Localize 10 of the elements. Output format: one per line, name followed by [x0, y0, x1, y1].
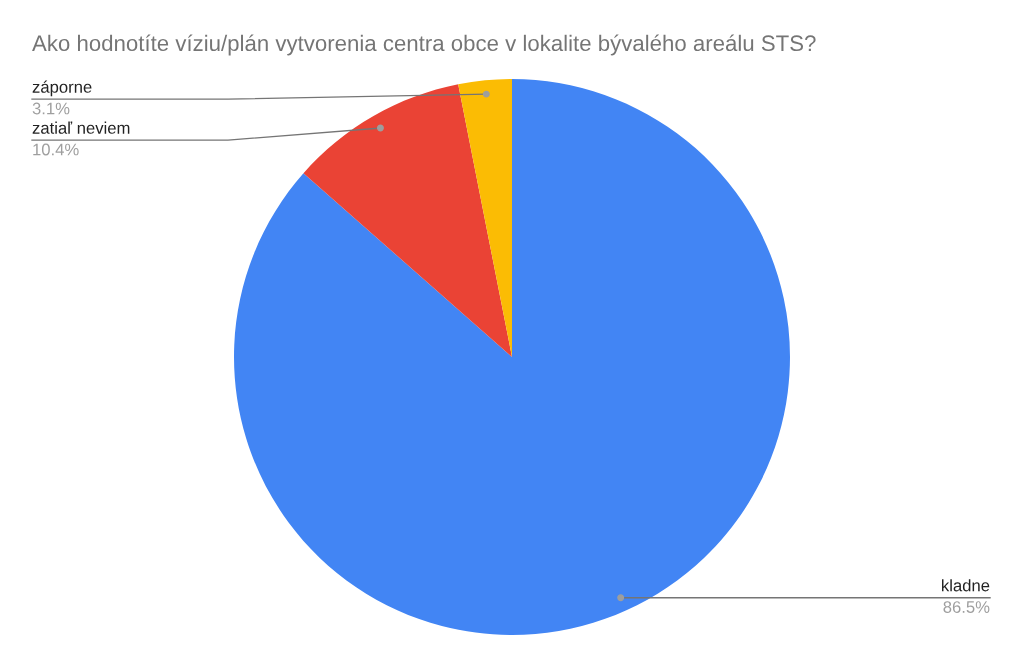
- data-label: 86.5%: [943, 601, 990, 613]
- pie-slice: [458, 79, 512, 357]
- slice-label: záporne: [32, 80, 92, 97]
- chart-title: Ako hodnotíte víziu/plán vytvorenia centra obce v lokalite bývalého areálu STS?: [32, 34, 816, 56]
- slice-label: kladne: [942, 579, 990, 592]
- data-label: 3.1%: [32, 102, 70, 115]
- slice-label: zatiaľ neviem: [32, 121, 130, 134]
- data-label: 10.4%: [33, 143, 79, 156]
- pie-slice: [303, 84, 512, 357]
- pie-slice: [234, 79, 790, 635]
